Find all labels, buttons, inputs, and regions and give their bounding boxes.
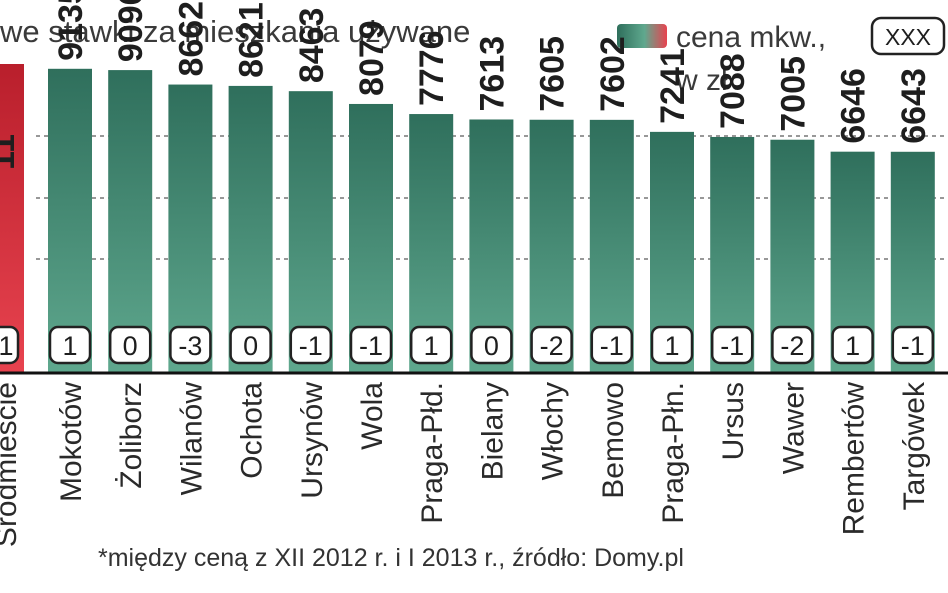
legend-label-line2: w zł [675,64,728,97]
bar-group: 7241 1 Praga-Płn. [650,48,694,524]
change-box [349,325,393,365]
category-label: Włochy [537,382,570,480]
bars: 111Śródmieście91351Mokotów90960Żoliborz8… [0,0,935,547]
highlight-bar [0,64,24,373]
value-label: 7241 [654,48,692,124]
change-label: -1 [299,331,323,361]
bar [228,85,273,374]
category-label: Żoliborz [115,382,148,489]
change-label: -2 [780,331,804,361]
bar [108,70,153,374]
change-box [409,325,453,365]
value-label: 9135 [52,0,90,61]
change-label: -2 [540,331,564,361]
bar-group: 7088 -1 Ursus [710,53,755,460]
value-label: 6646 [835,68,873,144]
category-label: Śródmieście [0,382,23,547]
change-label: 1 [664,331,679,361]
change-box [470,325,513,365]
bar-group: 7605 -2 Włochy [529,36,574,480]
category-label: Mokotów [55,382,88,502]
category-label: Bielany [476,382,509,480]
change-label: 1 [62,331,77,361]
change-label: 0 [123,331,138,361]
bar [48,68,92,374]
bar-group: 9096 0 Żoliborz [108,0,153,489]
category-label: Targówek [898,381,931,510]
change-label: 1 [0,331,14,361]
bar-group: 6646 1 Rembertów [830,68,875,536]
change-box [831,325,874,365]
category-label: Wawer [777,382,810,474]
value-label: 7776 [413,30,451,106]
bar-group: 8079 -1 Wola [349,20,393,450]
legend-swatch [617,24,667,48]
change-box [229,325,272,365]
change-label: 0 [243,331,258,361]
value-label: 8463 [293,8,331,84]
change-label: 0 [484,331,499,361]
change-label: -3 [178,331,202,361]
change-box [289,325,333,365]
change-box [0,325,20,365]
bar-group: 7776 1 Praga-Płd. [409,30,454,524]
footnote: *między ceną z XII 2012 r. i I 2013 r., … [98,544,684,572]
bar-group: 9135 1 Mokotów [48,0,92,502]
highlight-value-label: 11 [0,134,22,170]
change-box [590,325,634,365]
change-label: -1 [901,331,925,361]
legend: cena mkw., w zł XXX [617,16,946,97]
change-label: -1 [359,331,383,361]
change-label: -1 [600,331,624,361]
category-label: Wola [356,382,389,450]
category-label: Rembertów [838,382,871,536]
bar-group: 8662 -3 Wilanów [168,1,213,496]
change-label: -1 [720,331,744,361]
value-label: 8621 [233,2,271,78]
change-box [771,325,814,365]
legend-change-box-label: XXX [885,24,931,50]
value-label: 8079 [353,20,391,96]
bar [168,84,213,373]
legend-change-box [870,16,946,56]
change-box [530,325,573,365]
category-label: Bemowo [597,382,630,499]
bar-group: 6643 -1 Targówek [890,68,935,510]
change-box [48,325,92,365]
change-box [169,325,212,365]
category-label: Wilanów [175,382,208,496]
value-label: 6643 [895,68,933,144]
bar-group: 7613 0 Bielany [469,36,514,480]
change-label: 1 [424,331,439,361]
value-label: 7005 [774,56,812,132]
change-box [710,325,754,365]
chart-title: we stawki za mieszkania używane [0,14,470,49]
category-label: Ursus [717,382,750,460]
bar-group: 7602 -1 Bemowo [589,36,634,499]
change-label: 1 [845,331,860,361]
value-label: 7613 [473,36,511,112]
legend-label-line1: cena mkw., [676,21,826,54]
category-label: Praga-Płd. [416,382,449,524]
change-box [108,325,152,365]
category-label: Ursynów [296,382,329,499]
change-box [650,325,694,365]
value-label: 7088 [714,53,752,129]
value-label: 8662 [172,1,210,77]
value-label: 7605 [534,36,572,112]
bar-group: 8463 -1 Ursynów [288,8,333,499]
bar-group: 8621 0 Ochota [228,2,273,479]
value-label: 7602 [594,36,632,112]
change-box [891,325,935,365]
category-label: Praga-Płn. [657,382,690,524]
category-label: Ochota [236,382,269,479]
bar-group: 7005 -2 Wawer [770,56,815,474]
value-label: 9096 [112,0,150,62]
